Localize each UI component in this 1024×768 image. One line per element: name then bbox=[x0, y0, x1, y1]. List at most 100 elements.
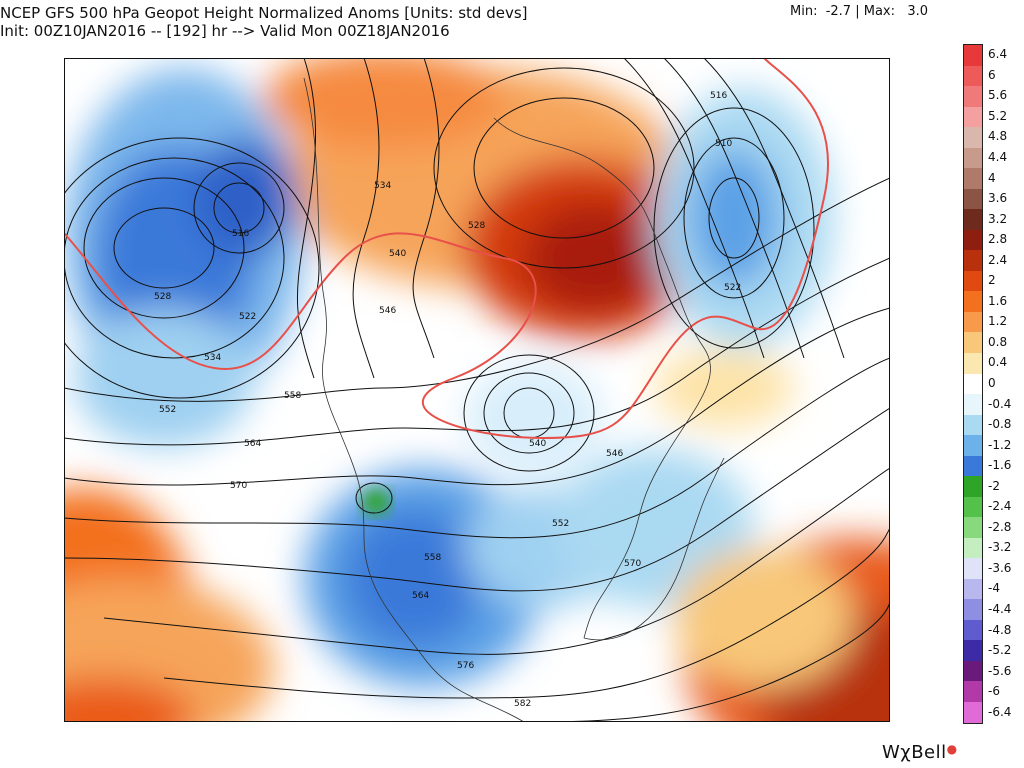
colorbar bbox=[963, 44, 983, 724]
colorbar-label: 1.2 bbox=[988, 314, 1008, 329]
contour-label: 534 bbox=[204, 353, 221, 363]
colorbar-label: -3.2 bbox=[988, 540, 1012, 555]
colorbar-label: 0 bbox=[988, 376, 996, 390]
contour-label: 528 bbox=[468, 221, 485, 231]
brand-dot-icon: ● bbox=[946, 742, 958, 756]
colorbar-label: 2 bbox=[988, 273, 996, 288]
colorbar-label: 5.6 bbox=[988, 88, 1008, 103]
colorbar-swatch bbox=[964, 188, 982, 210]
contour-label: 546 bbox=[606, 449, 623, 459]
colorbar-label: 4.4 bbox=[988, 150, 1008, 164]
contour-label: 516 bbox=[232, 229, 249, 239]
colorbar-swatch bbox=[964, 86, 982, 107]
colorbar-label: -5.2 bbox=[988, 643, 1012, 658]
colorbar-label: -4.4 bbox=[988, 602, 1012, 616]
colorbar-label: 0.8 bbox=[988, 334, 1008, 349]
colorbar-swatch bbox=[964, 640, 982, 661]
colorbar-swatch bbox=[964, 681, 982, 702]
contour-label: 582 bbox=[514, 699, 531, 709]
contour-label: 570 bbox=[624, 559, 641, 569]
colorbar-label: -1.6 bbox=[988, 458, 1012, 473]
colorbar-label: -2.4 bbox=[988, 499, 1012, 514]
colorbar-label: -0.4 bbox=[988, 396, 1012, 411]
colorbar-swatch bbox=[964, 660, 982, 682]
colorbar-swatch bbox=[964, 352, 982, 374]
colorbar-swatch bbox=[964, 106, 982, 128]
contour-label: 546 bbox=[379, 306, 396, 316]
colorbar-label: -4.8 bbox=[988, 622, 1012, 637]
anomaly-map: 516 510 522 528 534 540 546 552 558 564 … bbox=[64, 58, 890, 722]
colorbar-swatch bbox=[964, 127, 982, 148]
colorbar-label: 5.2 bbox=[988, 108, 1008, 123]
colorbar-swatch bbox=[964, 394, 982, 415]
colorbar-swatch bbox=[964, 537, 982, 559]
colorbar-swatch bbox=[964, 558, 982, 579]
contour-label: 540 bbox=[389, 249, 406, 259]
brand-text: WχBell bbox=[882, 742, 947, 763]
colorbar-label: 4.8 bbox=[988, 129, 1008, 144]
colorbar-label: -1.2 bbox=[988, 437, 1012, 452]
colorbar-swatch bbox=[964, 45, 982, 66]
contour-label: 552 bbox=[552, 519, 569, 529]
colorbar-labels: 6.4 6 5.6 5.2 4.8 4.4 4 3.6 3.2 2.8 2.4 2 1.6 1.2 0.8 0… bbox=[988, 44, 1024, 722]
colorbar-swatch bbox=[964, 702, 982, 723]
colorbar-swatch bbox=[964, 517, 982, 538]
colorbar-label: 2.8 bbox=[988, 232, 1008, 247]
map-title: NCEP GFS 500 hPa Geopot Height Normalize… bbox=[0, 4, 528, 22]
colorbar-label: -2 bbox=[988, 478, 1000, 493]
contour-label: 528 bbox=[154, 292, 171, 302]
reference-540-contour bbox=[64, 58, 830, 440]
colorbar-swatch bbox=[964, 270, 982, 292]
colorbar-swatch bbox=[964, 414, 982, 436]
map-subtitle: Init: 00Z10JAN2016 -- [192] hr --> Valid… bbox=[0, 22, 450, 40]
contour-label: 564 bbox=[412, 591, 429, 601]
contour-label: 516 bbox=[710, 91, 727, 101]
colorbar-label: -4 bbox=[988, 581, 1000, 596]
colorbar-swatch bbox=[964, 496, 982, 518]
contour-label: 510 bbox=[715, 139, 732, 149]
contour-label: 552 bbox=[159, 405, 176, 415]
anomaly-minimum-area bbox=[362, 489, 390, 515]
colorbar-label: 1.6 bbox=[988, 293, 1008, 308]
colorbar-swatch bbox=[964, 455, 982, 477]
colorbar-label: -3.6 bbox=[988, 560, 1012, 575]
colorbar-swatch bbox=[964, 229, 982, 251]
colorbar-label: 3.6 bbox=[988, 191, 1008, 206]
colorbar-swatch bbox=[964, 373, 982, 395]
colorbar-label: -6.4 bbox=[988, 704, 1012, 719]
colorbar-swatch bbox=[964, 332, 982, 353]
height-contours bbox=[64, 58, 890, 722]
contour-label: 558 bbox=[284, 391, 301, 401]
contour-label: 534 bbox=[374, 181, 391, 191]
colorbar-swatch bbox=[964, 619, 982, 641]
colorbar-label: -2.8 bbox=[988, 519, 1012, 534]
colorbar-label: 3.2 bbox=[988, 211, 1008, 226]
contour-value-labels: 516 510 522 528 534 540 546 552 558 564 … bbox=[154, 91, 741, 709]
colorbar-label: 6.4 bbox=[988, 47, 1008, 62]
min-max-readout: Min: -2.7 | Max: 3.0 bbox=[790, 4, 929, 19]
colorbar-label: 0.4 bbox=[988, 355, 1008, 370]
contour-label: 522 bbox=[239, 312, 256, 322]
colorbar-label: 4 bbox=[988, 170, 996, 185]
contour-label: 558 bbox=[424, 553, 441, 563]
colorbar-swatch bbox=[964, 209, 982, 230]
contour-label: 522 bbox=[724, 283, 741, 293]
colorbar-swatch bbox=[964, 476, 982, 497]
coastline-outlines bbox=[303, 77, 725, 722]
colorbar-swatch bbox=[964, 311, 982, 333]
colorbar-label: -0.8 bbox=[988, 417, 1012, 432]
colorbar-swatch bbox=[964, 291, 982, 312]
colorbar-swatch bbox=[964, 599, 982, 620]
colorbar-swatch bbox=[964, 65, 982, 87]
colorbar-swatch bbox=[964, 578, 982, 600]
contour-label: 564 bbox=[244, 439, 261, 449]
colorbar-label: -5.6 bbox=[988, 663, 1012, 678]
wxbell-logo: WχBell● bbox=[882, 742, 958, 763]
colorbar-swatch bbox=[964, 435, 982, 456]
colorbar-label: 2.4 bbox=[988, 252, 1008, 267]
colorbar-swatch bbox=[964, 147, 982, 169]
colorbar-label: -6 bbox=[988, 684, 1000, 699]
colorbar-swatch bbox=[964, 168, 982, 189]
contour-label: 540 bbox=[529, 439, 546, 449]
anomaly-shading bbox=[64, 58, 890, 722]
